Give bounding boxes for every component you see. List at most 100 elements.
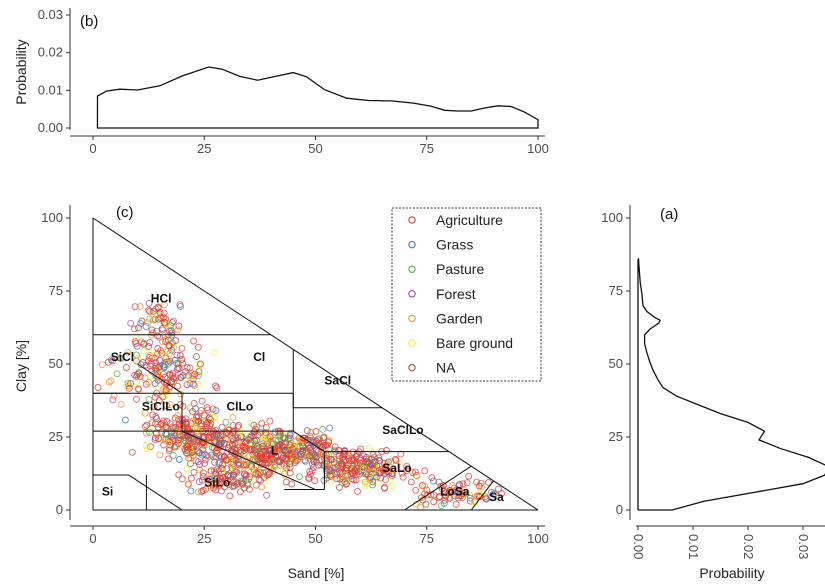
data-point bbox=[162, 320, 170, 328]
data-point bbox=[189, 451, 197, 459]
data-point bbox=[109, 357, 116, 365]
right-y-tick-label: 25 bbox=[609, 429, 623, 444]
data-point bbox=[171, 443, 179, 451]
top-x-tick-label: 50 bbox=[308, 141, 322, 156]
data-point bbox=[212, 382, 220, 390]
data-point bbox=[168, 378, 176, 386]
data-point bbox=[452, 486, 460, 494]
data-point bbox=[325, 445, 333, 453]
boundary-line bbox=[92, 217, 539, 511]
data-point bbox=[183, 465, 191, 473]
data-point bbox=[160, 363, 168, 371]
data-point bbox=[185, 436, 193, 444]
data-point bbox=[361, 482, 369, 490]
data-point bbox=[307, 443, 315, 451]
data-point bbox=[450, 484, 458, 492]
data-point bbox=[421, 467, 429, 475]
region-label: Sa bbox=[489, 490, 504, 504]
data-point bbox=[175, 456, 183, 463]
data-point bbox=[327, 476, 335, 484]
data-point bbox=[192, 457, 200, 465]
data-point bbox=[179, 417, 187, 424]
data-point bbox=[203, 452, 211, 459]
data-point bbox=[328, 456, 336, 464]
sand-density-panel: (b) Probability 0.00 0.01 0.02 0.03 0 25 50 75… bbox=[13, 7, 549, 156]
data-point bbox=[210, 484, 217, 492]
top-y-axis-label: Probability bbox=[13, 39, 29, 104]
data-point bbox=[288, 458, 295, 466]
data-point bbox=[205, 476, 213, 483]
data-point bbox=[466, 497, 474, 505]
legend-marker bbox=[408, 265, 416, 273]
data-point bbox=[110, 392, 118, 400]
boundary-line bbox=[137, 363, 183, 394]
data-point bbox=[338, 460, 346, 468]
region-label: Cl bbox=[253, 350, 265, 364]
data-point bbox=[199, 473, 207, 480]
data-point bbox=[320, 434, 328, 442]
data-point bbox=[191, 382, 198, 389]
data-point bbox=[172, 374, 180, 382]
data-point bbox=[179, 359, 187, 367]
data-point bbox=[167, 441, 175, 449]
data-point bbox=[246, 477, 254, 485]
clay-density-panel: (a) Probability 0 25 50 75 100 0.00 0.01 0.02 0… bbox=[601, 205, 825, 581]
data-point bbox=[306, 452, 314, 460]
legend-marker bbox=[408, 290, 416, 298]
data-point bbox=[286, 441, 294, 449]
data-point bbox=[423, 486, 431, 494]
main-y-tick-label: 25 bbox=[49, 429, 63, 444]
right-y-tick-label: 50 bbox=[609, 356, 623, 371]
data-point bbox=[323, 463, 331, 471]
data-point bbox=[152, 420, 159, 428]
data-point bbox=[179, 402, 187, 410]
data-point bbox=[266, 417, 274, 425]
data-point bbox=[211, 414, 219, 422]
data-point bbox=[488, 488, 495, 496]
data-point bbox=[370, 453, 378, 461]
data-point bbox=[143, 445, 151, 453]
data-point bbox=[104, 358, 112, 366]
boundary-line bbox=[404, 465, 472, 511]
data-point bbox=[152, 359, 160, 367]
data-point bbox=[165, 439, 173, 447]
data-point bbox=[152, 372, 160, 380]
data-point bbox=[116, 354, 123, 362]
data-point bbox=[263, 491, 271, 499]
data-point bbox=[136, 302, 144, 310]
data-point bbox=[219, 461, 227, 468]
data-point bbox=[269, 457, 277, 465]
data-point bbox=[160, 309, 168, 317]
panel-label-c: (c) bbox=[116, 204, 134, 221]
data-point bbox=[176, 352, 184, 359]
data-point bbox=[319, 425, 327, 433]
data-point bbox=[319, 461, 327, 469]
data-point bbox=[435, 494, 443, 502]
data-point bbox=[193, 426, 201, 434]
data-point bbox=[141, 374, 149, 382]
data-point bbox=[293, 456, 301, 464]
data-point bbox=[430, 498, 438, 506]
data-point bbox=[311, 477, 319, 485]
data-point bbox=[134, 385, 142, 393]
data-point bbox=[234, 423, 242, 431]
data-point bbox=[266, 433, 274, 441]
region-label: Si bbox=[102, 484, 113, 498]
data-point bbox=[382, 476, 390, 484]
data-point bbox=[176, 373, 184, 381]
data-point bbox=[270, 462, 278, 470]
data-point bbox=[363, 457, 371, 465]
data-point bbox=[239, 442, 247, 450]
data-point bbox=[252, 470, 260, 477]
right-x-tick-label: 0.03 bbox=[796, 534, 811, 559]
data-point bbox=[343, 464, 351, 472]
top-y-tick-label: 0.02 bbox=[38, 45, 63, 60]
data-point bbox=[348, 457, 355, 464]
boundary-line bbox=[292, 430, 325, 453]
data-point bbox=[231, 450, 239, 458]
texture-triangle-panel: HCl Cl SiCl SaCl SiClLo ClLo SaClLo L SaLo SiLo Si… bbox=[13, 204, 549, 581]
data-point bbox=[230, 482, 238, 490]
data-point bbox=[155, 435, 163, 443]
data-point bbox=[373, 473, 381, 481]
data-point bbox=[218, 465, 225, 473]
